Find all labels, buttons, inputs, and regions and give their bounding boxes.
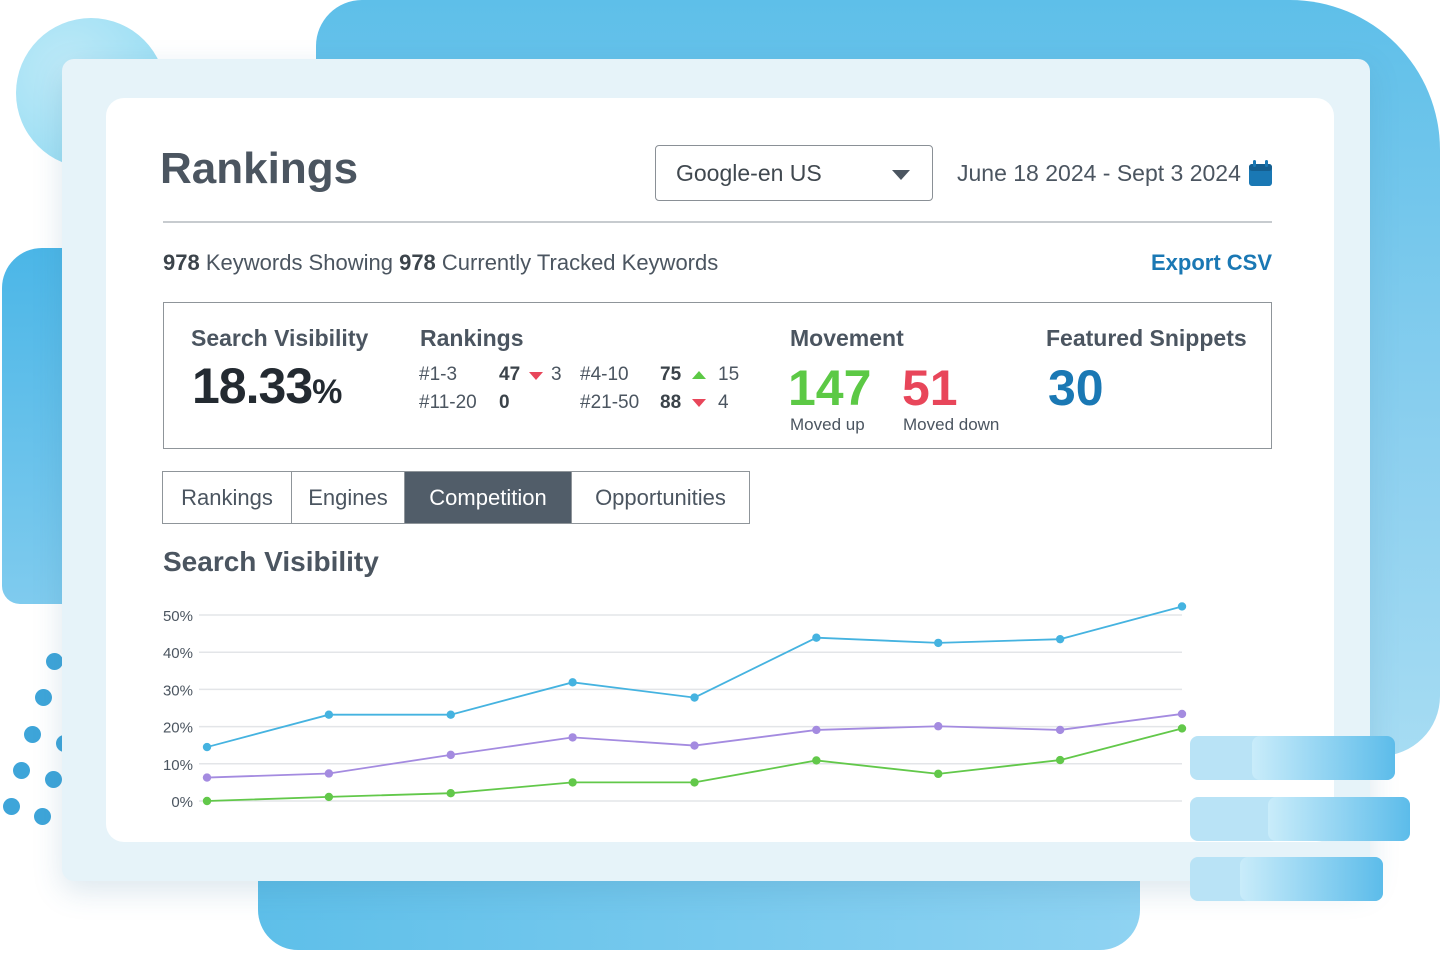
- series-1-point: [568, 678, 577, 687]
- showing-count: 978: [163, 250, 200, 275]
- y-tick-label: 10%: [163, 757, 193, 774]
- series-2-point: [1055, 725, 1065, 735]
- dot: [35, 689, 52, 706]
- page-title: Rankings: [160, 144, 359, 193]
- tab-opportunities[interactable]: Opportunities: [595, 484, 726, 510]
- pill: [1190, 736, 1395, 780]
- moved-up-value: 147: [788, 360, 872, 416]
- tracked-count: 978: [399, 250, 436, 275]
- series-2-point: [202, 773, 212, 782]
- series-2-point: [324, 769, 334, 778]
- keyword-summary: 978 Keywords Showing 978 Currently Track…: [163, 250, 718, 276]
- series-2-point: [690, 741, 699, 750]
- tab-engines[interactable]: Engines: [292, 472, 405, 523]
- calendar-icon[interactable]: [1249, 160, 1272, 186]
- snippets-label: Featured Snippets: [1046, 325, 1247, 351]
- movement-label: Movement: [790, 325, 904, 351]
- search-visibility-chart: 50% 40% 30% 20% 10% 0%: [163, 602, 1187, 811]
- series-1-point: [202, 742, 212, 752]
- series-3-point: [324, 792, 334, 802]
- series-1-point: [1055, 634, 1065, 644]
- snippets-value: 30: [1048, 360, 1104, 416]
- series-2-point: [1177, 709, 1187, 719]
- ranking-count: 0: [499, 392, 510, 413]
- y-tick-label: 20%: [163, 720, 193, 737]
- series-3-point: [812, 756, 821, 765]
- series-1-point: [1177, 602, 1187, 611]
- date-range-label: June 18 2024 - Sept 3 2024: [957, 160, 1241, 186]
- series-1-point: [690, 693, 699, 702]
- series-3-point: [1055, 755, 1065, 765]
- visibility-unit: %: [312, 373, 342, 411]
- series-2-point: [568, 733, 577, 742]
- series-line-3: [206, 727, 1183, 802]
- dot: [13, 762, 30, 779]
- ranking-range: #11-20: [419, 392, 477, 413]
- series-3-point: [1177, 724, 1187, 733]
- series-1-point: [934, 638, 943, 648]
- ranking-change: 4: [718, 392, 729, 413]
- tracked-text: Currently Tracked Keywords: [441, 250, 719, 275]
- series-2-point: [446, 750, 455, 760]
- view-tabs: Rankings Engines Competition Opportuniti…: [162, 471, 750, 524]
- series-3-point: [202, 796, 212, 806]
- pill: [1190, 797, 1410, 841]
- dot: [3, 798, 20, 815]
- tab-competition[interactable]: Competition: [405, 472, 572, 523]
- dot: [45, 771, 62, 788]
- search-engine-select[interactable]: Google-en US: [655, 145, 933, 201]
- export-csv-link[interactable]: Export CSV: [1151, 250, 1273, 275]
- ranking-change: 15: [718, 364, 740, 385]
- y-tick-label: 0%: [171, 794, 193, 811]
- chevron-down-icon: [892, 170, 910, 180]
- series-3-point: [568, 778, 577, 787]
- header-divider: [163, 221, 1272, 223]
- ranking-count: 88: [660, 392, 682, 413]
- trend-down-icon: [692, 399, 706, 407]
- visibility-number: 18.33: [192, 358, 313, 414]
- series-1-point: [812, 633, 821, 642]
- y-tick-label: 30%: [163, 682, 193, 699]
- y-tick-label: 40%: [163, 645, 193, 662]
- showing-text: Keywords Showing: [205, 250, 393, 275]
- dot: [46, 653, 63, 670]
- visibility-label: Search Visibility: [191, 325, 369, 351]
- dot: [34, 808, 51, 825]
- chart-title: Search Visibility: [163, 546, 379, 577]
- series-3-point: [934, 769, 943, 779]
- ranking-change: 3: [551, 364, 562, 385]
- ranking-range: #4-10: [580, 364, 629, 385]
- stats-panel: Search Visibility 18.33% Rankings #1-3 4…: [163, 302, 1272, 449]
- trend-down-icon: [529, 372, 543, 380]
- moved-up-label: Moved up: [790, 415, 865, 434]
- series-2-point: [812, 725, 821, 735]
- series-3-point: [446, 788, 455, 798]
- search-engine-value: Google-en US: [676, 159, 822, 186]
- dot: [24, 726, 41, 743]
- rankings-label: Rankings: [420, 325, 524, 351]
- series-1-point: [446, 710, 455, 719]
- ranking-range: #1-3: [419, 364, 458, 385]
- series-1-point: [324, 710, 334, 719]
- series-3-point: [690, 778, 699, 787]
- series-2-point: [934, 722, 943, 731]
- pill: [1190, 857, 1383, 901]
- y-tick-label: 50%: [163, 608, 193, 625]
- tab-rankings[interactable]: Rankings: [163, 472, 292, 523]
- ranking-range: #21-50: [580, 392, 640, 413]
- moved-down-label: Moved down: [903, 415, 1000, 434]
- visibility-value: 18.33%: [192, 357, 342, 415]
- moved-down-value: 51: [902, 360, 958, 416]
- ranking-count: 75: [660, 364, 682, 385]
- trend-up-icon: [692, 371, 706, 379]
- ranking-count: 47: [499, 364, 521, 385]
